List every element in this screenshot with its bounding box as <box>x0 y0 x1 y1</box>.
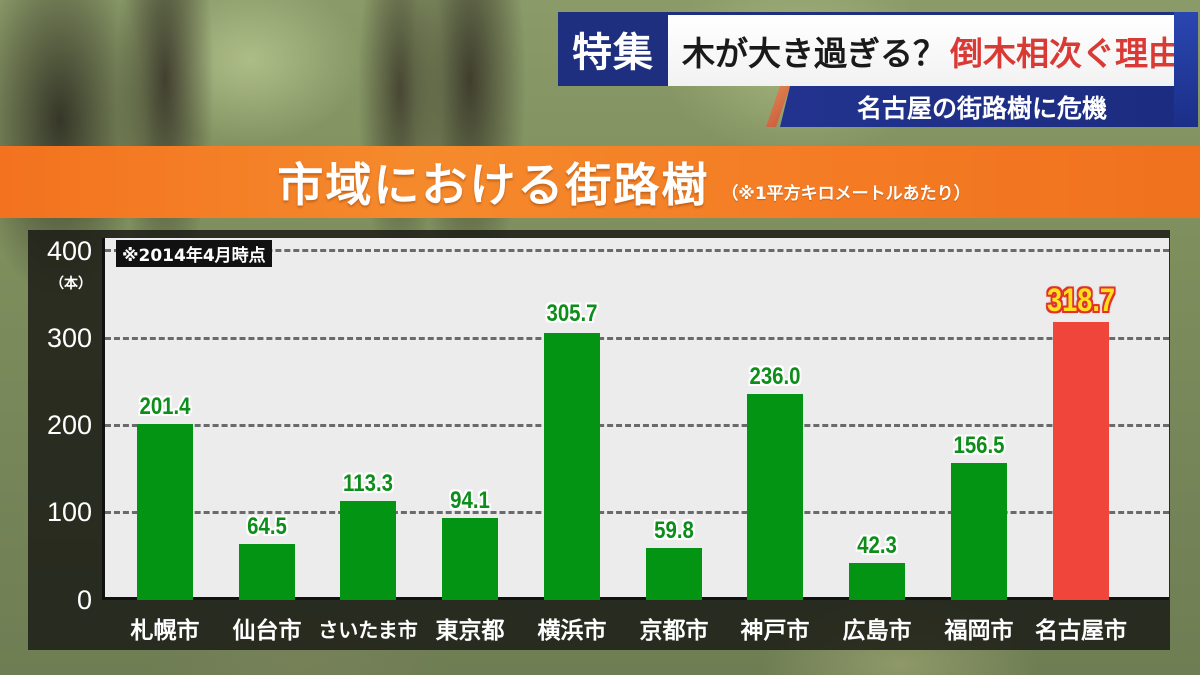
bar-value-nagoya: 318.7 <box>1046 282 1116 318</box>
subheadline: 名古屋の街路樹に危機 <box>780 86 1174 127</box>
bar-kyoto <box>646 548 702 600</box>
feature-tag: 特集 <box>558 12 668 86</box>
y-tick-200: 200 <box>46 410 92 440</box>
chart-title-note: （※1平方キロメートルあたり） <box>721 183 971 204</box>
x-label-kyoto: 京都市 <box>639 618 709 644</box>
x-label-kobe: 神戸市 <box>740 618 810 644</box>
bar-tokyo <box>442 518 498 600</box>
x-label-hiroshima: 広島市 <box>842 618 912 644</box>
x-label-nagoya: 名古屋市 <box>1035 618 1127 644</box>
bar-sendai <box>239 544 295 600</box>
headline-highlight: 倒木相次ぐ理由 <box>950 33 1181 73</box>
headline-question: 木が大き過ぎる？ <box>682 33 946 73</box>
bar-yokohama <box>544 333 600 600</box>
x-label-fukuoka: 福岡市 <box>944 618 1014 644</box>
bar-nagoya <box>1053 322 1109 600</box>
headline-banner: 特集 木が大き過ぎる？ 倒木相次ぐ理由 名古屋の街路樹に危機 <box>558 12 1198 127</box>
bar-value-yokohama: 305.7 <box>546 300 598 327</box>
y-axis-unit: （本） <box>50 276 92 292</box>
chart-title: 市域における街路樹 <box>277 158 710 212</box>
bar-value-hiroshima: 42.3 <box>857 532 897 559</box>
bar-value-sendai: 64.5 <box>247 513 287 540</box>
y-tick-300: 300 <box>46 323 92 353</box>
bar-sapporo <box>137 424 193 600</box>
bar-value-sapporo: 201.4 <box>139 393 191 420</box>
gridline-400 <box>105 249 1169 252</box>
bar-hiroshima <box>849 563 905 600</box>
date-note: ※2014年4月時点 <box>116 240 272 267</box>
y-tick-400: 400 <box>46 236 92 266</box>
banner-edge-decoration <box>1174 12 1198 127</box>
x-label-saitama: さいたま市 <box>318 618 418 642</box>
gridline-300 <box>105 337 1169 340</box>
x-label-yokohama: 横浜市 <box>537 618 607 644</box>
x-label-tokyo: 東京都 <box>435 618 505 644</box>
bar-value-kobe: 236.0 <box>749 363 801 390</box>
bar-value-saitama: 113.3 <box>343 470 393 497</box>
gridline-200 <box>105 424 1169 427</box>
x-label-sendai: 仙台市 <box>232 618 302 644</box>
headline: 木が大き過ぎる？ 倒木相次ぐ理由 <box>668 12 1181 86</box>
bar-value-tokyo: 94.1 <box>450 487 490 514</box>
chart-title-strip: 市域における街路樹 （※1平方キロメートルあたり） <box>0 146 1200 218</box>
y-tick-100: 100 <box>46 497 92 527</box>
gridline-100 <box>105 511 1169 514</box>
bar-saitama <box>340 501 396 600</box>
bar-value-kyoto: 59.8 <box>654 517 694 544</box>
bar-kobe <box>747 394 803 600</box>
x-label-sapporo: 札幌市 <box>130 618 200 644</box>
y-tick-0: 0 <box>76 585 92 615</box>
bar-value-fukuoka: 156.5 <box>953 432 1005 459</box>
bar-fukuoka <box>951 463 1007 600</box>
